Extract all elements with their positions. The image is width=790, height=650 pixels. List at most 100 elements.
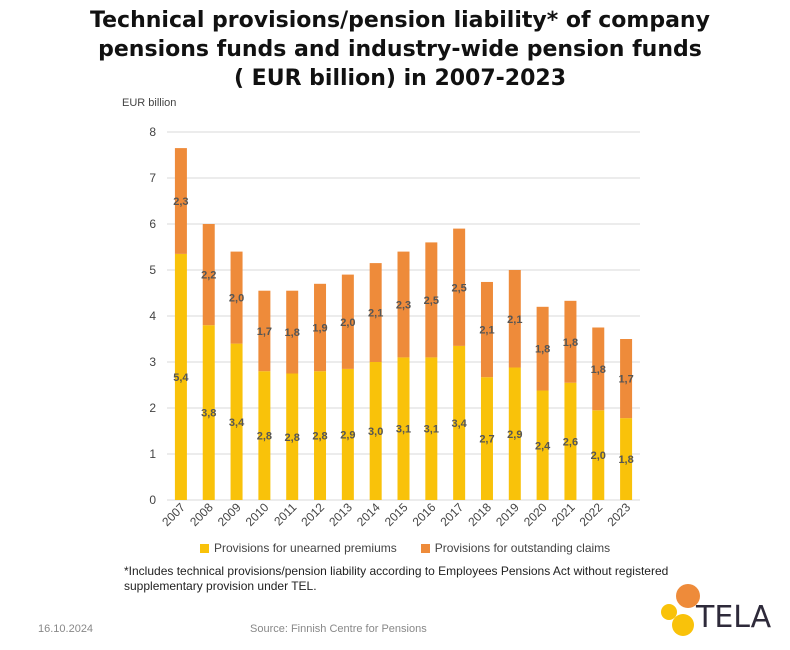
data-label: 2,5: [424, 295, 439, 307]
x-tick-label: 2016: [410, 500, 439, 529]
data-label: 1,8: [618, 454, 633, 466]
y-axis-label: EUR billion: [122, 97, 176, 109]
x-tick-label: 2018: [465, 500, 494, 529]
data-label: 3,1: [396, 424, 411, 436]
bar-outstanding-claims: [369, 263, 382, 362]
bar-unearned-premiums: [174, 253, 187, 500]
legend-item-outstanding: Provisions for outstanding claims: [420, 541, 610, 555]
legend-item-unearned: Provisions for unearned premiums: [200, 541, 397, 555]
title-line-3: ( EUR billion) in 2007-2023: [233, 66, 567, 91]
bar-unearned-premiums: [314, 371, 327, 500]
date-label: 16.10.2024: [38, 623, 94, 635]
x-tick-label: 2023: [604, 500, 633, 529]
x-tick-label: 2015: [382, 500, 411, 529]
bar-unearned-premiums: [425, 357, 438, 500]
source-label: Source: Finnish Centre for Pensions: [250, 623, 427, 635]
data-label: 2,1: [507, 314, 522, 326]
x-tick-label: 2021: [549, 500, 578, 529]
data-label: 2,0: [591, 450, 606, 462]
data-label: 2,6: [563, 436, 578, 448]
legend-swatch-unearned: [200, 543, 209, 553]
legend-label-unearned: Provisions for unearned premiums: [214, 541, 397, 555]
bar-outstanding-claims: [592, 327, 605, 411]
data-label: 2,3: [396, 300, 411, 312]
bar-unearned-premiums: [536, 390, 549, 500]
data-label: 3,4: [229, 417, 245, 429]
bar-unearned-premiums: [230, 343, 243, 500]
x-tick-label: 2012: [298, 500, 327, 529]
bar-outstanding-claims: [258, 290, 271, 372]
data-label: 2,9: [340, 429, 355, 441]
bar-unearned-premiums: [286, 373, 299, 500]
title-line-2: pensions funds and industry-wide pension…: [98, 37, 702, 62]
bar-outstanding-claims: [341, 274, 354, 369]
bar-outstanding-claims: [202, 224, 215, 326]
data-label: 2,7: [479, 434, 494, 446]
data-label: 2,1: [368, 308, 383, 320]
bar-outstanding-claims: [480, 281, 493, 378]
data-label: 1,8: [591, 364, 606, 376]
data-label: 1,7: [257, 326, 272, 338]
bar-outstanding-claims: [620, 339, 633, 419]
logo-dot-yellow-large: [672, 614, 694, 636]
bar-unearned-premiums: [480, 377, 493, 500]
x-tick-label: 2014: [354, 500, 383, 529]
data-label: 1,9: [312, 323, 327, 335]
data-label: 2,1: [479, 325, 494, 337]
bar-outstanding-claims: [174, 148, 187, 254]
data-label: 2,0: [340, 317, 355, 329]
y-tick-label: 3: [149, 355, 156, 369]
data-label: 2,4: [535, 440, 551, 452]
data-label: 1,8: [285, 327, 300, 339]
x-tick-label: 2013: [326, 500, 355, 529]
bar-unearned-premiums: [564, 382, 577, 500]
bar-unearned-premiums: [369, 362, 382, 500]
y-tick-label: 5: [149, 263, 156, 277]
bar-unearned-premiums: [592, 410, 605, 500]
bar-outstanding-claims: [230, 251, 243, 344]
x-tick-label: 2009: [215, 500, 244, 529]
x-tick-label: 2010: [243, 500, 272, 529]
x-tick-label: 2020: [521, 500, 550, 529]
y-tick-label: 8: [149, 125, 156, 139]
data-label: 3,8: [201, 408, 216, 420]
data-label: 1,8: [535, 344, 550, 356]
data-label: 3,0: [368, 426, 383, 438]
stacked-bar-chart: EUR billion 0 1 2 3 4 5 6 7 8 5,4 2,3 2007 3,8 2,2 2008…: [122, 97, 640, 529]
bar-outstanding-claims: [536, 306, 549, 391]
bar-outstanding-claims: [453, 228, 466, 346]
chart-legend: Provisions for unearned premiums Provisi…: [200, 541, 610, 555]
title-line-1: Technical provisions/pension liability* …: [90, 8, 710, 33]
bar-outstanding-claims: [425, 242, 438, 358]
chart-title: Technical provisions/pension liability* …: [60, 6, 740, 93]
tela-logo: TELA: [654, 578, 774, 642]
y-tick-label: 0: [149, 493, 156, 507]
bar-unearned-premiums: [202, 325, 215, 500]
data-label: 2,5: [451, 282, 466, 294]
data-label: 3,4: [451, 418, 467, 430]
bar-unearned-premiums: [508, 367, 521, 500]
x-tick-label: 2011: [271, 500, 299, 528]
logo-dot-yellow-small: [661, 604, 677, 620]
bar-outstanding-claims: [397, 251, 410, 358]
y-tick-label: 7: [149, 171, 156, 185]
data-label: 3,1: [424, 424, 439, 436]
x-tick-label: 2007: [159, 500, 188, 529]
logo-dot-orange: [676, 584, 700, 608]
logo-text: TELA: [696, 600, 772, 635]
bar-unearned-premiums: [397, 357, 410, 500]
y-tick-label: 6: [149, 217, 156, 231]
data-label: 1,7: [618, 374, 633, 386]
footnote: *Includes technical provisions/pension l…: [124, 564, 669, 593]
bar-unearned-premiums: [620, 418, 633, 500]
data-label: 2,8: [312, 431, 327, 443]
data-label: 2,8: [285, 432, 300, 444]
data-label: 5,4: [173, 372, 189, 384]
y-tick-label: 2: [149, 401, 156, 415]
bar-outstanding-claims: [314, 283, 327, 372]
data-label: 2,8: [257, 431, 272, 443]
x-tick-label: 2022: [577, 500, 606, 529]
bar-unearned-premiums: [341, 368, 354, 500]
bar-unearned-premiums: [453, 345, 466, 500]
x-tick-label: 2008: [187, 500, 216, 529]
